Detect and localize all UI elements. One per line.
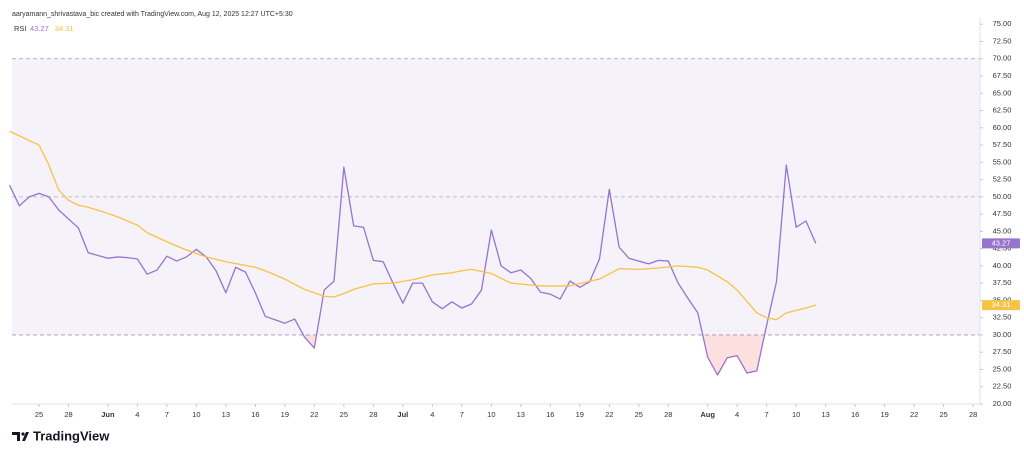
x-tick-label: 13 (821, 410, 829, 419)
x-tick-label: 19 (281, 410, 289, 419)
x-tick-label: 25 (35, 410, 43, 419)
x-tick-label: 10 (192, 410, 200, 419)
x-tick-label: 22 (310, 410, 318, 419)
x-tick-label: 13 (517, 410, 525, 419)
y-tick-label: 70.00 (993, 54, 1012, 63)
x-tick-label: 16 (251, 410, 259, 419)
x-tick-label: 16 (546, 410, 554, 419)
y-tick-label: 67.50 (993, 71, 1012, 80)
last-value-bg (982, 300, 1020, 311)
x-tick-label: 7 (460, 410, 464, 419)
series-line (8, 164, 817, 376)
x-tick-label: 7 (165, 410, 169, 419)
logo (12, 432, 29, 441)
y-tick-label: 37.50 (993, 278, 1012, 287)
x-tick-label: 28 (969, 410, 977, 419)
y-tick-label: 22.50 (993, 382, 1012, 391)
x-tick-label: 16 (851, 410, 859, 419)
brand: TradingView (33, 428, 110, 443)
y-tick-label: 47.50 (993, 209, 1012, 218)
y-tick-label: 20.00 (993, 399, 1012, 408)
legend-value: 34.31 (55, 24, 74, 33)
x-tick-label: Jul (397, 410, 408, 419)
y-tick-label: 65.00 (993, 88, 1012, 97)
x-tick-label: 4 (135, 410, 139, 419)
x-tick-label: 4 (430, 410, 434, 419)
x-tick-label: 19 (880, 410, 888, 419)
y-tick-label: 25.00 (993, 364, 1012, 373)
x-tick-label: 7 (765, 410, 769, 419)
y-tick-label: 52.50 (993, 175, 1012, 184)
x-tick-label: 13 (222, 410, 230, 419)
last-value-label: 34.31 (992, 300, 1011, 309)
x-tick-label: 25 (340, 410, 348, 419)
y-tick-label: 55.00 (993, 157, 1012, 166)
x-tick-label: 28 (664, 410, 672, 419)
x-tick-label: 10 (792, 410, 800, 419)
x-tick-label: Aug (700, 410, 715, 419)
y-tick-label: 57.50 (993, 140, 1012, 149)
x-tick-label: 22 (910, 410, 918, 419)
last-value-label: 43.27 (992, 238, 1011, 247)
x-tick-label: 19 (576, 410, 584, 419)
y-tick-label: 40.00 (993, 261, 1012, 270)
x-tick-label: 25 (635, 410, 643, 419)
x-tick-label: 28 (369, 410, 377, 419)
y-tick-label: 72.50 (993, 36, 1012, 45)
y-tick-label: 27.50 (993, 347, 1012, 356)
y-tick-label: 75.00 (993, 19, 1012, 28)
y-tick-label: 50.00 (993, 192, 1012, 201)
legend-value: 43.27 (30, 24, 49, 33)
y-tick-label: 30.00 (993, 330, 1012, 339)
x-tick-label: 25 (939, 410, 947, 419)
header: aaryamann_shrivastava_bic created with T… (12, 11, 293, 18)
x-tick-label: 4 (735, 410, 739, 419)
x-tick-label: 28 (64, 410, 72, 419)
y-tick-label: 60.00 (993, 123, 1012, 132)
last-value-bg (982, 238, 1020, 249)
series-line (9, 130, 816, 321)
legend-label: RSI (14, 24, 27, 33)
x-tick-label: 10 (487, 410, 495, 419)
y-tick-label: 45.00 (993, 226, 1012, 235)
x-tick-label: Jun (101, 410, 115, 419)
oversold-fill (303, 334, 765, 375)
y-tick-label: 32.50 (993, 313, 1012, 322)
y-tick-label: 35.00 (993, 295, 1012, 304)
x-tick-label: 22 (605, 410, 613, 419)
y-tick-label: 62.50 (993, 106, 1012, 115)
